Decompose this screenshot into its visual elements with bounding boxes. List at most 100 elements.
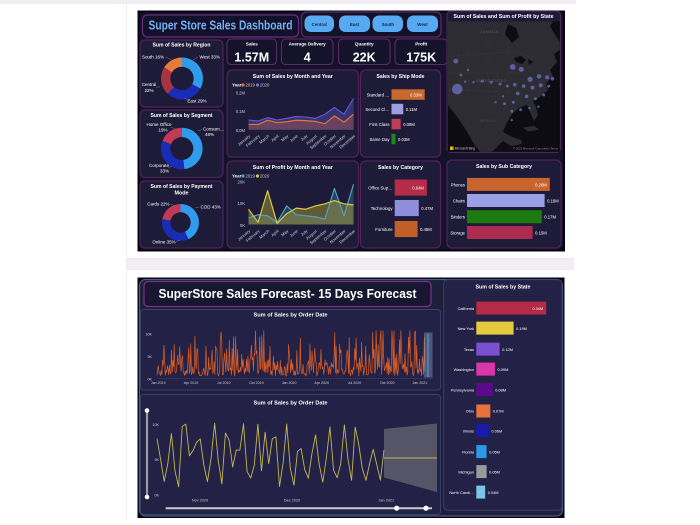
svg-text:Texas: Texas xyxy=(464,347,474,352)
svg-text:Mode: Mode xyxy=(174,191,188,197)
svg-text:June: June xyxy=(289,228,300,238)
svg-text:Jan 2021: Jan 2021 xyxy=(378,499,394,503)
svg-text:Standard …: Standard … xyxy=(367,92,390,97)
svg-text:Washington: Washington xyxy=(454,367,474,372)
svg-text:Office Sup…: Office Sup… xyxy=(368,186,392,191)
svg-text:Jul 2019: Jul 2019 xyxy=(217,381,231,385)
svg-text:0.2M: 0.2M xyxy=(236,91,246,96)
svg-text:East: East xyxy=(350,22,360,27)
svg-text:Profit: Profit xyxy=(415,42,427,47)
svg-text:10K: 10K xyxy=(238,201,246,206)
svg-text:5K: 5K xyxy=(154,458,159,462)
svg-text:2019: 2019 xyxy=(246,83,256,88)
svg-text:19%: 19% xyxy=(158,128,167,133)
svg-text:0.33M: 0.33M xyxy=(410,92,422,97)
svg-text:Illinois: Illinois xyxy=(463,428,474,433)
svg-text:Sum of Profit by Month and Yea: Sum of Profit by Month and Year xyxy=(253,165,334,171)
svg-text:Florida: Florida xyxy=(462,449,475,454)
svg-text:2020: 2020 xyxy=(260,83,270,88)
svg-text:Jan 2021: Jan 2021 xyxy=(413,381,428,385)
svg-text:MEXICO: MEXICO xyxy=(480,119,496,123)
svg-text:Quantity: Quantity xyxy=(355,42,374,47)
svg-text:May: May xyxy=(280,133,290,142)
svg-text:0.0M: 0.0M xyxy=(236,128,246,133)
svg-text:Storage: Storage xyxy=(450,230,465,235)
svg-text:East 29%: East 29% xyxy=(187,99,206,104)
svg-text:Year: Year xyxy=(232,174,242,179)
svg-text:0.17M: 0.17M xyxy=(544,215,556,220)
svg-text:10K: 10K xyxy=(152,423,159,427)
svg-text:0.34M: 0.34M xyxy=(532,306,543,311)
svg-text:Sum of Sales by Payment: Sum of Sales by Payment xyxy=(151,184,213,190)
svg-text:48%: 48% xyxy=(205,132,214,137)
svg-text:Sales: Sales xyxy=(246,42,258,47)
svg-text:10K: 10K xyxy=(145,332,152,336)
svg-text:0.45M: 0.45M xyxy=(420,227,432,232)
svg-text:33%: 33% xyxy=(160,169,169,174)
svg-text:Technology: Technology xyxy=(371,206,394,211)
svg-text:22K: 22K xyxy=(353,51,376,65)
svg-text:West: West xyxy=(417,22,428,27)
svg-text:0.07M: 0.07M xyxy=(493,409,504,414)
svg-text:0.08M: 0.08M xyxy=(403,122,415,127)
svg-text:Jan 2019: Jan 2019 xyxy=(151,381,166,385)
svg-text:2019: 2019 xyxy=(246,174,256,179)
svg-text:April: April xyxy=(270,228,280,237)
svg-text:0K: 0K xyxy=(240,223,245,228)
svg-text:4: 4 xyxy=(304,51,311,65)
svg-text:0.1M: 0.1M xyxy=(236,109,246,114)
svg-text:0.20M: 0.20M xyxy=(535,182,547,187)
svg-text:Home Office: Home Office xyxy=(147,122,172,127)
svg-text:Apr 2019: Apr 2019 xyxy=(184,381,199,385)
svg-text:COD 43%: COD 43% xyxy=(201,205,221,210)
svg-text:Pennsylvania: Pennsylvania xyxy=(451,387,475,392)
svg-text:175K: 175K xyxy=(406,51,436,65)
svg-text:SuperStore Sales Forecast- 15: SuperStore Sales Forecast- 15 Days Forec… xyxy=(159,287,418,301)
svg-text:Apr 2020: Apr 2020 xyxy=(315,381,330,385)
svg-text:April: April xyxy=(270,133,280,142)
svg-text:5K: 5K xyxy=(147,355,152,359)
svg-text:0.06M: 0.06M xyxy=(491,428,502,433)
svg-text:Average Delivery: Average Delivery xyxy=(289,42,327,47)
svg-text:South: South xyxy=(382,22,395,27)
svg-text:Sum of Sales and Sum of Profit: Sum of Sales and Sum of Profit by State xyxy=(454,14,554,20)
svg-text:2020: 2020 xyxy=(260,174,270,179)
svg-text:Jul 2020: Jul 2020 xyxy=(348,381,362,385)
svg-text:Central: Central xyxy=(312,22,327,27)
svg-text:California: California xyxy=(458,306,475,311)
svg-text:Sum of Sales by Segment: Sum of Sales by Segment xyxy=(151,113,213,119)
svg-text:© 2023 Microsoft Corporation T: © 2023 Microsoft Corporation Terms xyxy=(513,147,559,151)
svg-text:Same Day: Same Day xyxy=(369,137,390,142)
svg-text:Michigan: Michigan xyxy=(458,469,474,474)
svg-text:Ohio: Ohio xyxy=(466,409,474,414)
svg-text:Cards 22%: Cards 22% xyxy=(147,202,169,207)
svg-text:0.19M: 0.19M xyxy=(516,326,527,331)
svg-text:Online 35%: Online 35% xyxy=(152,240,175,245)
svg-text:March: March xyxy=(258,228,271,240)
svg-text:0.12M: 0.12M xyxy=(502,347,513,352)
svg-text:North Caroli…: North Caroli… xyxy=(449,490,474,495)
svg-text:June: June xyxy=(289,133,300,143)
svg-text:22%: 22% xyxy=(144,88,153,93)
svg-text:Super Store Sales Dashboard: Super Store Sales Dashboard xyxy=(149,17,293,32)
svg-text:0.64M: 0.64M xyxy=(412,186,424,191)
svg-text:Oct 2020: Oct 2020 xyxy=(380,381,395,385)
svg-text:0.04M: 0.04M xyxy=(488,490,499,495)
svg-text:March: March xyxy=(258,133,271,145)
svg-text:0K: 0K xyxy=(154,493,159,497)
svg-text:Sales by Category: Sales by Category xyxy=(378,165,424,171)
svg-text:0.15M: 0.15M xyxy=(535,230,547,235)
svg-text:Oct 2019: Oct 2019 xyxy=(249,381,264,385)
svg-text:Year: Year xyxy=(232,83,242,88)
svg-text:First Class: First Class xyxy=(369,122,389,127)
svg-text:Sum of Sales by State: Sum of Sales by State xyxy=(476,285,531,291)
svg-text:South 16%: South 16% xyxy=(142,55,164,60)
svg-text:0.18M: 0.18M xyxy=(547,198,559,203)
svg-text:20K: 20K xyxy=(238,180,246,185)
svg-text:Furniture: Furniture xyxy=(375,227,393,232)
svg-text:0.05M: 0.05M xyxy=(489,449,500,454)
svg-text:Consum…: Consum… xyxy=(203,127,224,132)
svg-text:July: July xyxy=(300,228,310,237)
svg-text:Sum of Sales by Month and Year: Sum of Sales by Month and Year xyxy=(253,74,334,80)
svg-text:New York: New York xyxy=(458,326,474,331)
